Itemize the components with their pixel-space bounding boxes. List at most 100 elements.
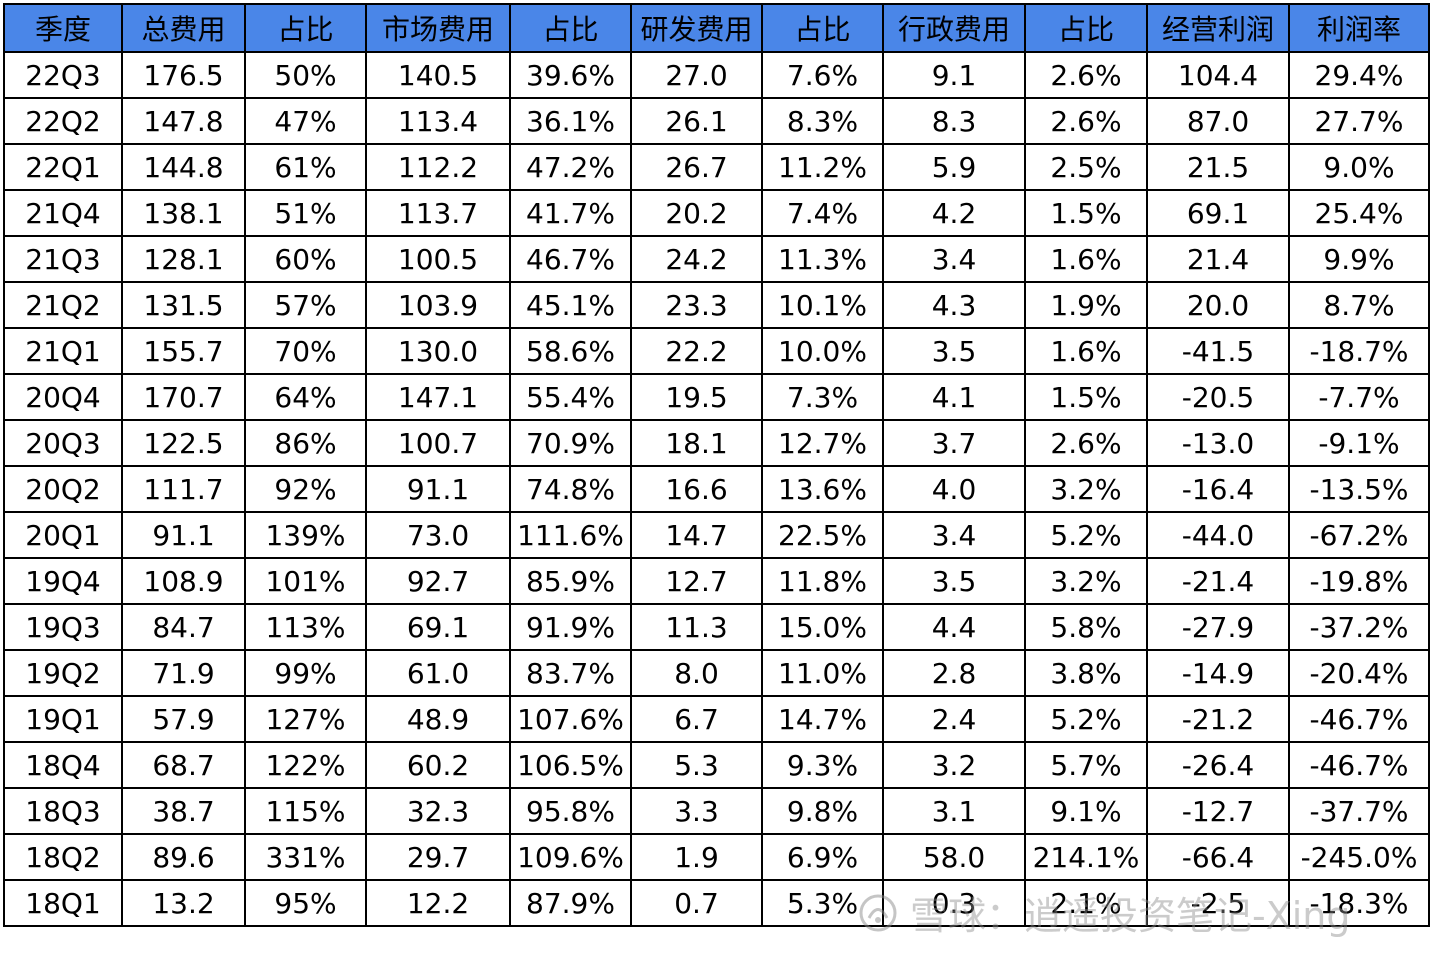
table-row: 20Q1 91.1 139% 73.0 111.6% 14.7 22.5% 3.4 5.2% -4…: [3, 511, 1430, 559]
table-cell: 4.1: [882, 373, 1026, 421]
column-header: 占比: [509, 3, 632, 53]
table-cell: 113.7: [365, 189, 511, 237]
table-cell: 21.5: [1146, 143, 1290, 191]
table-cell: -18.7%: [1288, 327, 1430, 375]
table-cell: 2.6%: [1024, 97, 1148, 145]
table-cell: -27.9: [1146, 603, 1290, 651]
table-cell: 138.1: [121, 189, 246, 237]
table-cell: 20.0: [1146, 281, 1290, 329]
table-cell: 95.8%: [509, 787, 632, 835]
quarter-cell: 20Q3: [3, 419, 123, 467]
table-cell: 5.9: [882, 143, 1026, 191]
table-cell: -19.8%: [1288, 557, 1430, 605]
quarter-cell: 18Q1: [3, 879, 123, 927]
table-cell: 85.9%: [509, 557, 632, 605]
table-cell: 0.7: [630, 879, 763, 927]
table-cell: 84.7: [121, 603, 246, 651]
table-row: 20Q2 111.7 92% 91.1 74.8% 16.6 13.6% 4.0 3.2% -16…: [3, 465, 1430, 513]
table-cell: -2.5: [1146, 879, 1290, 927]
table-cell: 111.6%: [509, 511, 632, 559]
table-cell: 3.2%: [1024, 557, 1148, 605]
table-cell: 39.6%: [509, 51, 632, 99]
table-cell: 5.2%: [1024, 695, 1148, 743]
table-cell: 13.2: [121, 879, 246, 927]
table-row: 19Q1 57.9 127% 48.9 107.6% 6.7 14.7% 2.4 5.2% -21…: [3, 695, 1430, 743]
table-cell: 3.8%: [1024, 649, 1148, 697]
table-cell: -44.0: [1146, 511, 1290, 559]
table-cell: -41.5: [1146, 327, 1290, 375]
table-cell: 130.0: [365, 327, 511, 375]
quarter-cell: 22Q1: [3, 143, 123, 191]
table-cell: 60%: [244, 235, 367, 283]
table-cell: 22.5%: [761, 511, 884, 559]
table-cell: 1.6%: [1024, 327, 1148, 375]
table-cell: 2.4: [882, 695, 1026, 743]
quarter-cell: 20Q2: [3, 465, 123, 513]
table-cell: 14.7%: [761, 695, 884, 743]
table-cell: 147.8: [121, 97, 246, 145]
table-cell: 139%: [244, 511, 367, 559]
table-cell: 58.0: [882, 833, 1026, 881]
table-cell: 3.2: [882, 741, 1026, 789]
table-cell: 38.7: [121, 787, 246, 835]
table-cell: 64%: [244, 373, 367, 421]
table-cell: 18.1: [630, 419, 763, 467]
table-cell: 109.6%: [509, 833, 632, 881]
table-cell: -20.5: [1146, 373, 1290, 421]
table-cell: 115%: [244, 787, 367, 835]
table-cell: 112.2: [365, 143, 511, 191]
table-cell: 9.0%: [1288, 143, 1430, 191]
table-cell: 9.8%: [761, 787, 884, 835]
quarter-cell: 19Q1: [3, 695, 123, 743]
quarter-cell: 18Q2: [3, 833, 123, 881]
table-row: 18Q3 38.7 115% 32.3 95.8% 3.3 9.8% 3.1 9.1% -12.7…: [3, 787, 1430, 835]
table-cell: 113%: [244, 603, 367, 651]
table-cell: 4.4: [882, 603, 1026, 651]
table-cell: -66.4: [1146, 833, 1290, 881]
table-cell: 113.4: [365, 97, 511, 145]
table-cell: 3.5: [882, 327, 1026, 375]
table-cell: -26.4: [1146, 741, 1290, 789]
table-cell: 8.0: [630, 649, 763, 697]
table-row: 21Q4 138.1 51% 113.7 41.7% 20.2 7.4% 4.2 1.5% 69.…: [3, 189, 1430, 237]
table-cell: 91.9%: [509, 603, 632, 651]
table-cell: 3.4: [882, 511, 1026, 559]
table-cell: 131.5: [121, 281, 246, 329]
table-cell: 4.2: [882, 189, 1026, 237]
table-cell: 16.6: [630, 465, 763, 513]
column-header: 经营利润: [1146, 3, 1290, 53]
table-cell: 176.5: [121, 51, 246, 99]
table-cell: 122.5: [121, 419, 246, 467]
table-row: 22Q2 147.8 47% 113.4 36.1% 26.1 8.3% 8.3 2.6% 87.…: [3, 97, 1430, 145]
quarter-cell: 21Q2: [3, 281, 123, 329]
table-cell: -67.2%: [1288, 511, 1430, 559]
table-cell: 47.2%: [509, 143, 632, 191]
table-cell: -14.9: [1146, 649, 1290, 697]
table-cell: 41.7%: [509, 189, 632, 237]
table-cell: 8.3%: [761, 97, 884, 145]
table-cell: -13.5%: [1288, 465, 1430, 513]
table-cell: 11.3%: [761, 235, 884, 283]
table-cell: 3.7: [882, 419, 1026, 467]
quarter-cell: 21Q4: [3, 189, 123, 237]
quarter-cell: 21Q1: [3, 327, 123, 375]
table-cell: 214.1%: [1024, 833, 1148, 881]
table-cell: 155.7: [121, 327, 246, 375]
table-row: 21Q2 131.5 57% 103.9 45.1% 23.3 10.1% 4.3 1.9% 20…: [3, 281, 1430, 329]
table-cell: 9.1: [882, 51, 1026, 99]
table-cell: 23.3: [630, 281, 763, 329]
table-cell: 69.1: [1146, 189, 1290, 237]
table-cell: 61%: [244, 143, 367, 191]
table-cell: 36.1%: [509, 97, 632, 145]
table-cell: 45.1%: [509, 281, 632, 329]
table-cell: 19.5: [630, 373, 763, 421]
table-row: 18Q1 13.2 95% 12.2 87.9% 0.7 5.3% 0.3 2.1% -2.5 -1…: [3, 879, 1430, 927]
table-cell: 71.9: [121, 649, 246, 697]
table-cell: 58.6%: [509, 327, 632, 375]
table-cell: 11.2%: [761, 143, 884, 191]
column-header: 研发费用: [630, 3, 763, 53]
table-cell: 3.2%: [1024, 465, 1148, 513]
table-cell: 26.1: [630, 97, 763, 145]
table-cell: 5.3: [630, 741, 763, 789]
table-row: 21Q3 128.1 60% 100.5 46.7% 24.2 11.3% 3.4 1.6% 21…: [3, 235, 1430, 283]
